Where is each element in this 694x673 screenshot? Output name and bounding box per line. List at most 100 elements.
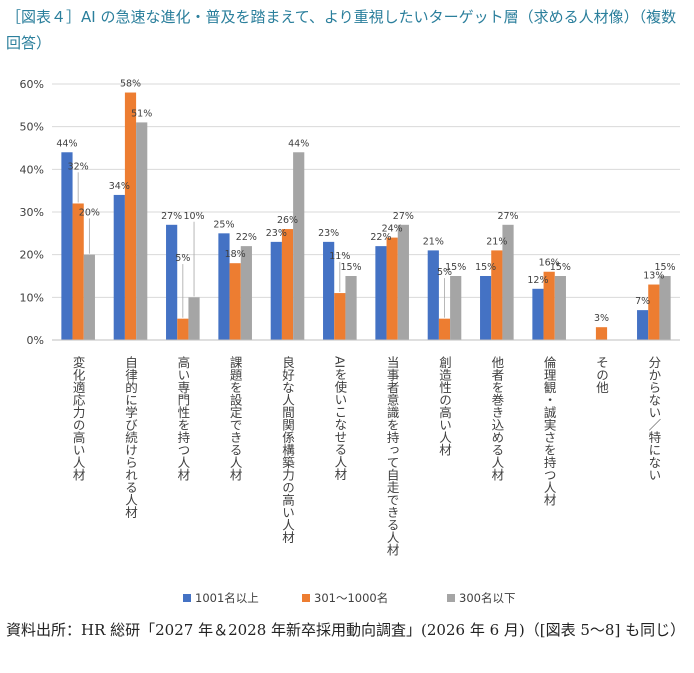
- bar: [595, 327, 608, 340]
- data-label: 13%: [643, 271, 664, 282]
- bar: [438, 318, 451, 340]
- legend-swatch: [447, 594, 455, 602]
- data-label: 22%: [236, 232, 257, 243]
- bars: [61, 92, 671, 341]
- legend: 1001名以上 301～1000名 300名以下: [183, 591, 515, 605]
- bar: [334, 293, 346, 340]
- y-tick-label: 0%: [27, 334, 44, 347]
- bar: [648, 284, 660, 340]
- data-label: 15%: [475, 262, 496, 273]
- bar: [659, 276, 671, 340]
- data-label: 32%: [68, 161, 89, 172]
- category-label: AIを使いこなせる人材: [332, 356, 347, 481]
- data-label: 22%: [370, 232, 391, 243]
- data-label: 12%: [527, 275, 548, 286]
- bar: [450, 276, 462, 340]
- data-label: 21%: [423, 236, 444, 247]
- category-label: 倫理観・誠実さを持つ人材: [542, 356, 557, 506]
- data-label: 15%: [550, 262, 571, 273]
- bar: [136, 122, 148, 341]
- data-label: 5%: [175, 253, 190, 264]
- source-note: 資料出所：HR 総研「2027 年＆2028 年新卒採用動向調査」(2026 年…: [6, 621, 686, 639]
- bar: [240, 246, 252, 340]
- bar: [480, 276, 492, 340]
- bar: [113, 194, 125, 340]
- data-label: 20%: [79, 207, 100, 218]
- category-label: 高い専門性を持つ人材: [175, 355, 190, 481]
- bar: [270, 241, 282, 340]
- category-label: 当事者意識を持って自走できる人材: [385, 356, 400, 556]
- bar: [397, 224, 409, 340]
- bar: [188, 297, 200, 340]
- bar: [83, 254, 95, 340]
- data-label: 18%: [225, 249, 246, 260]
- gridlines: [52, 83, 680, 298]
- y-tick-label: 30%: [20, 206, 44, 219]
- data-labels: 44% 32% 20% 34% 58% 51% 27% 5% 10% 25% 18% 22% 23% 26…: [56, 79, 675, 325]
- y-axis: 0% 10% 20% 30% 40% 50% 60%: [20, 78, 44, 347]
- bar: [386, 237, 398, 340]
- legend-label: 301～1000名: [314, 591, 388, 605]
- bar: [637, 310, 649, 340]
- bar: [177, 318, 189, 340]
- data-label: 44%: [56, 138, 77, 149]
- data-label: 15%: [340, 262, 361, 273]
- y-tick-label: 60%: [20, 78, 44, 91]
- y-tick-label: 20%: [20, 249, 44, 262]
- data-label: 23%: [318, 228, 339, 239]
- bar: [281, 229, 294, 340]
- data-label: 11%: [329, 251, 350, 262]
- legend-label: 300名以下: [459, 591, 515, 605]
- bar: [543, 271, 555, 340]
- data-label: 27%: [393, 211, 414, 222]
- category-label: 自律的に学び続けられる人材: [123, 356, 138, 519]
- category-label: 他者を巻き込める人材: [489, 356, 504, 481]
- category-labels: 変化適応力の高い人材 自律的に学び続けられる人材 高い専門性を持つ人材 課題を設定でき…: [71, 355, 662, 556]
- data-label: 21%: [486, 236, 507, 247]
- data-label: 51%: [131, 108, 152, 119]
- bar: [491, 250, 503, 340]
- legend-label: 1001名以上: [195, 591, 259, 605]
- data-label: 10%: [183, 211, 204, 222]
- data-label: 15%: [445, 262, 466, 273]
- category-label: 変化適応力の高い人材: [71, 355, 86, 481]
- data-label: 27%: [497, 211, 518, 222]
- y-tick-label: 40%: [20, 163, 44, 176]
- bar: [166, 224, 178, 340]
- data-label: 34%: [109, 181, 130, 192]
- data-label: 24%: [382, 224, 403, 235]
- bar: [229, 263, 241, 340]
- data-label: 7%: [635, 296, 650, 307]
- bar: [218, 233, 230, 340]
- bar: [124, 92, 137, 341]
- bar: [345, 276, 357, 340]
- bar: [72, 203, 84, 340]
- data-label: 3%: [594, 313, 609, 324]
- bar: [323, 241, 335, 340]
- bar: [427, 250, 439, 340]
- legend-swatch: [302, 594, 310, 602]
- category-label: その他: [594, 356, 609, 394]
- data-label: 26%: [277, 215, 298, 226]
- bar: [293, 152, 305, 340]
- data-label: 23%: [266, 228, 287, 239]
- leader-lines: [77, 172, 445, 318]
- data-label: 15%: [654, 262, 675, 273]
- bar: [502, 224, 514, 340]
- bar: [375, 246, 387, 340]
- category-label: 創造性の高い人材: [437, 356, 452, 456]
- y-tick-label: 10%: [20, 291, 44, 304]
- bar: [554, 276, 566, 340]
- category-label: 良好な人間関係構築力の高い人材: [280, 355, 295, 544]
- data-label: 25%: [213, 219, 234, 230]
- data-label: 5%: [437, 267, 452, 278]
- bar: [532, 288, 544, 340]
- data-label: 27%: [161, 211, 182, 222]
- data-label: 44%: [288, 138, 309, 149]
- data-label: 16%: [539, 258, 560, 269]
- category-label: 課題を設定できる人材: [228, 355, 243, 481]
- bar: [61, 152, 73, 340]
- category-label: 分からない／特にない: [646, 356, 661, 481]
- y-tick-label: 50%: [20, 121, 44, 134]
- legend-swatch: [183, 594, 191, 602]
